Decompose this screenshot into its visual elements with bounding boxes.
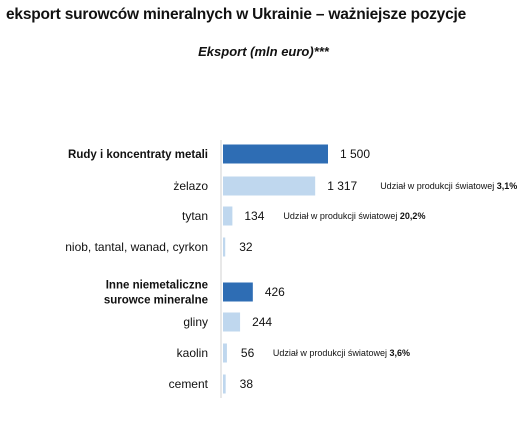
group-bar <box>223 282 253 302</box>
annotation-value: 3,6% <box>389 348 410 358</box>
item-bar <box>223 374 226 394</box>
category-label-line: żelazo <box>173 179 208 193</box>
data-label: 1 317 <box>327 179 357 193</box>
category-label-line: surowce mineralne <box>104 295 208 307</box>
category-label: niob, tantal, wanad, cyrkon <box>65 240 208 254</box>
category-label: cement <box>169 377 209 391</box>
annotation-prefix: Udział w produkcji światowej <box>283 211 400 221</box>
item-bar <box>223 343 227 363</box>
data-label: 56 <box>241 346 255 360</box>
item-bar <box>223 237 226 257</box>
data-label: 134 <box>244 209 264 223</box>
category-label-line: niob, tantal, wanad, cyrkon <box>65 240 208 254</box>
annotation: Udział w produkcji światowej 3,6% <box>273 348 410 358</box>
category-label-line: Rudy i koncentraty metali <box>68 149 208 161</box>
category-label: kaolin <box>177 346 208 360</box>
data-label: 426 <box>265 285 285 299</box>
annotation: Udział w produkcji światowej 3,1% <box>380 181 517 191</box>
category-label-line: gliny <box>183 315 208 329</box>
category-label-line: kaolin <box>177 346 208 360</box>
annotation-prefix: Udział w produkcji światowej <box>273 348 390 358</box>
category-label: gliny <box>183 315 208 329</box>
chart-subtitle: Eksport (mln euro)*** <box>198 44 329 59</box>
annotation-value: 20,2% <box>400 211 426 221</box>
data-label: 32 <box>239 240 253 254</box>
data-label: 1 500 <box>340 147 370 161</box>
annotation-value: 3,1% <box>497 181 518 191</box>
page-title: eksport surowców mineralnych w Ukrainie … <box>6 6 467 23</box>
data-label: 244 <box>252 315 272 329</box>
item-bar <box>223 206 233 226</box>
category-label: tytan <box>182 209 208 223</box>
annotation: Udział w produkcji światowej 20,2% <box>283 211 425 221</box>
category-label: Rudy i koncentraty metali <box>68 149 208 161</box>
item-bar <box>223 176 316 196</box>
category-label-line: cement <box>169 377 209 391</box>
data-label: 38 <box>240 377 254 391</box>
category-label-line: Inne niemetaliczne <box>106 280 208 292</box>
category-label: żelazo <box>173 179 208 193</box>
group-bar <box>223 144 328 164</box>
category-label-line: tytan <box>182 209 208 223</box>
item-bar <box>223 312 241 332</box>
annotation-prefix: Udział w produkcji światowej <box>380 181 497 191</box>
category-label: Inne niemetaliczne surowce mineralne <box>104 280 208 307</box>
